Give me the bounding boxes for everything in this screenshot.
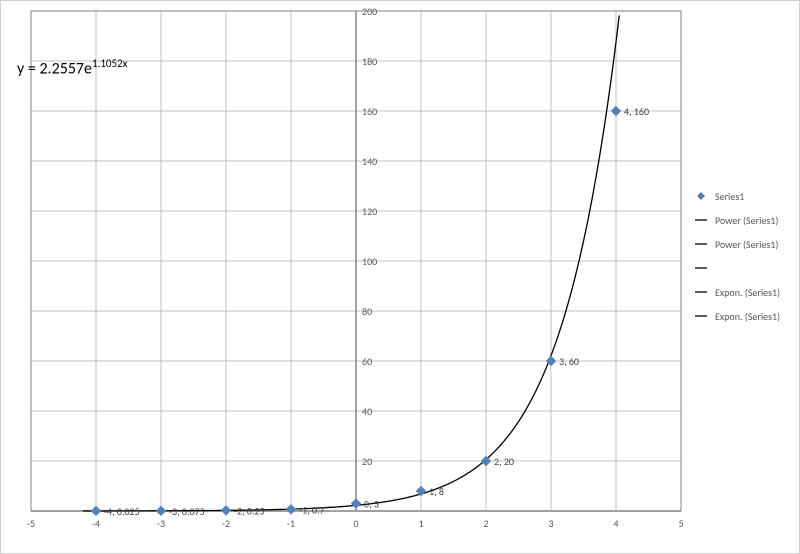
y-tick-label: 20	[362, 455, 372, 468]
y-tick-label: 140	[362, 155, 377, 168]
y-tick-label: 100	[362, 255, 377, 268]
data-label: -3, 0.075	[169, 505, 205, 518]
data-label: -2, 0.25	[234, 504, 265, 517]
chart-bg	[1, 1, 799, 553]
x-tick-label: 4	[613, 517, 618, 530]
trendline-equation: y = 2.2557e1.1052x	[17, 57, 127, 78]
x-tick-label: 1	[418, 517, 423, 530]
x-tick-label: -4	[92, 517, 100, 530]
equation-base: y = 2.2557e	[17, 59, 92, 78]
x-tick-label: 5	[678, 517, 683, 530]
data-label: -1, 0.7	[299, 503, 325, 516]
legend-label: Power (Series1)	[715, 214, 778, 227]
data-label: 3, 60	[559, 355, 579, 368]
x-tick-label: 2	[483, 517, 488, 530]
data-label: 4, 160	[624, 105, 649, 118]
data-label: -4, 0.025	[104, 505, 140, 518]
chart-frame: 20406080100120140160180200-5-4-3-2-10123…	[0, 0, 800, 554]
equation-exponent: 1.1052x	[92, 57, 127, 70]
x-tick-label: -3	[157, 517, 165, 530]
x-tick-label: 0	[353, 517, 358, 530]
x-tick-label: -5	[27, 517, 35, 530]
legend-label: Expon. (Series1)	[715, 310, 780, 323]
x-tick-label: -1	[287, 517, 295, 530]
x-tick-label: 3	[548, 517, 553, 530]
y-tick-label: 180	[362, 55, 377, 68]
y-tick-label: 80	[362, 305, 372, 318]
legend-label: Series1	[715, 190, 744, 203]
legend-label: Power (Series1)	[715, 238, 778, 251]
data-label: 2, 20	[494, 455, 514, 468]
data-label: 1, 8	[429, 485, 444, 498]
y-tick-label: 120	[362, 205, 377, 218]
y-tick-label: 60	[362, 355, 372, 368]
legend-label: Expon. (Series1)	[715, 286, 780, 299]
y-tick-label: 160	[362, 105, 377, 118]
chart-svg: 20406080100120140160180200-5-4-3-2-10123…	[1, 1, 799, 553]
x-tick-label: -2	[222, 517, 230, 530]
y-tick-label: 40	[362, 405, 372, 418]
data-label: 0, 3	[364, 498, 379, 511]
